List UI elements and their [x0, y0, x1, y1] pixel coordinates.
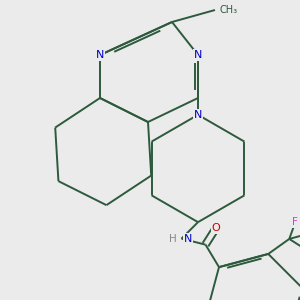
Text: H: H [169, 234, 177, 244]
Text: F: F [292, 218, 298, 227]
Text: N: N [184, 234, 192, 244]
Text: CH₃: CH₃ [220, 5, 238, 15]
Text: O: O [212, 223, 220, 233]
Text: N: N [96, 50, 104, 60]
Text: N: N [194, 50, 202, 60]
Text: N: N [194, 110, 202, 120]
